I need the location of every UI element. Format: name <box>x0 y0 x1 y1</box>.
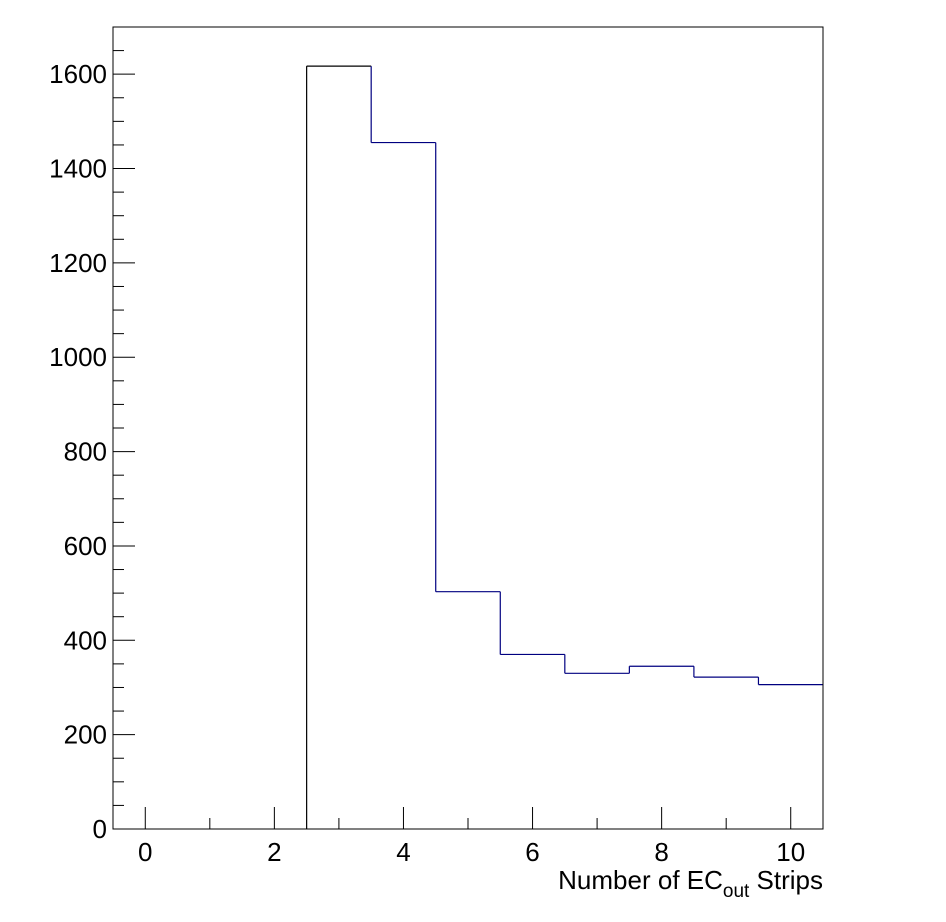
x-tick-label: 0 <box>138 837 152 867</box>
x-axis-title-subscript: out <box>723 881 750 902</box>
x-tick-label: 10 <box>776 837 805 867</box>
axis-ticks <box>113 26 792 830</box>
x-tick-label: 8 <box>654 837 668 867</box>
y-tick-label: 600 <box>64 531 107 561</box>
y-tick-label: 800 <box>64 437 107 467</box>
x-axis-title-suffix: Strips <box>749 865 823 895</box>
y-tick-label: 1000 <box>49 342 107 372</box>
x-tick-label: 2 <box>267 837 281 867</box>
y-tick-label: 1600 <box>49 59 107 89</box>
y-tick-label: 200 <box>64 720 107 750</box>
x-axis-title: Number of ECout Strips <box>558 865 823 902</box>
x-tick-label: 4 <box>396 837 410 867</box>
x-axis-title-main: Number of EC <box>558 865 723 895</box>
y-tick-label: 1200 <box>49 248 107 278</box>
y-tick-label: 400 <box>64 625 107 655</box>
histogram-bins <box>306 65 823 829</box>
y-tick-label: 1400 <box>49 154 107 184</box>
plot-frame <box>112 26 824 830</box>
x-tick-label: 6 <box>525 837 539 867</box>
axis-tick-labels: 0 200 400 600 800 1000 1200 1400 1600 0 2 4 6 8 10 <box>49 59 805 867</box>
y-tick-label: 0 <box>93 814 107 844</box>
